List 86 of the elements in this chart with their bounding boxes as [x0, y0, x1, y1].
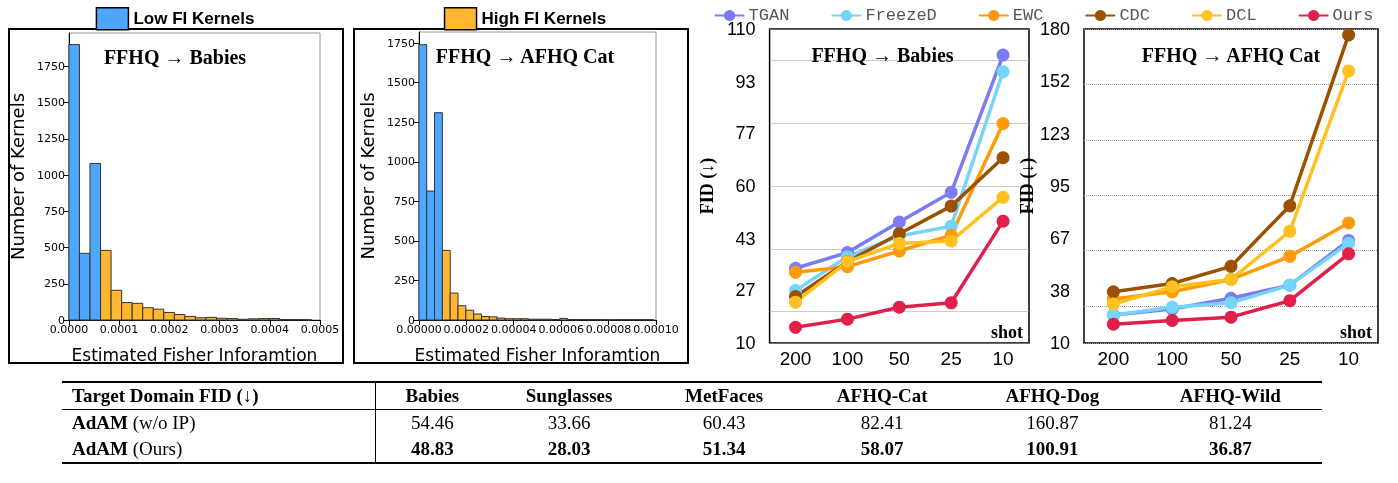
data-label: 54.46	[409, 411, 455, 435]
data-label: 160.87	[1025, 411, 1080, 435]
category-label: AFHQ-Wild	[1178, 384, 1282, 408]
y-tick-label: 750	[43, 204, 65, 218]
data-label: 28.03	[546, 437, 592, 461]
y-tick-label: 1500	[36, 96, 65, 110]
category-label: AFHQ-Cat	[835, 384, 929, 408]
x-tick-label: 100	[831, 348, 864, 369]
y-axis-title: FID (↓)	[1017, 157, 1039, 215]
category-label: AFHQ-Dog	[1004, 384, 1101, 408]
x-tick-label: 0.0000	[49, 323, 89, 336]
category-label: MetFaces	[684, 384, 765, 408]
data-label: 51.34	[701, 437, 747, 461]
y-tick-label: 180	[1039, 19, 1070, 39]
data-label: 82.41	[859, 411, 905, 435]
y-tick-label: 1250	[36, 132, 65, 146]
x-tick-label: 25	[1279, 348, 1301, 369]
text: FFHQ → AFHQ Cat	[435, 45, 615, 67]
x-axis-title: shot	[991, 322, 1024, 342]
y-tick-label: 250	[393, 273, 415, 287]
x-tick-label: 100	[1156, 348, 1189, 369]
data-label: 33.66	[546, 411, 592, 435]
x-tick-label: 0.00010	[633, 323, 679, 336]
y-tick-label: 93	[735, 72, 756, 93]
x-tick-label: 0.00008	[585, 323, 632, 336]
legend-label: CDC	[1119, 6, 1151, 25]
x-axis-title: Estimated Fisher Inforamtion	[414, 344, 661, 365]
x-tick-label: 200	[779, 348, 812, 369]
data-label: 36.87	[1207, 437, 1253, 461]
y-tick-label: 1750	[36, 59, 65, 73]
y-tick-label: 123	[1039, 124, 1070, 145]
y-tick-label: 500	[43, 241, 65, 255]
text: FFHQ → Babies	[811, 44, 954, 66]
text: FFHQ → Babies	[103, 46, 247, 68]
x-tick-label: 0.00000	[396, 323, 442, 336]
data-label: 58.07	[859, 437, 905, 461]
x-tick-label: 200	[1097, 348, 1130, 369]
y-tick-label: 250	[43, 277, 65, 291]
legend-label: DCL	[1226, 6, 1257, 25]
x-tick-label: 0.0003	[200, 323, 239, 336]
y-tick-label: 38	[1049, 281, 1070, 302]
text: AdAM (Ours)	[62, 436, 376, 463]
y-tick-label: 27	[735, 279, 756, 300]
y-axis-title: Number of Kernels	[6, 92, 28, 261]
y-tick-label: 95	[1049, 176, 1070, 196]
x-tick-label: 50	[1220, 348, 1242, 369]
x-tick-label: 0.0005	[300, 323, 340, 336]
x-tick-label: 0.00002	[443, 323, 490, 336]
x-tick-label: 50	[888, 348, 910, 369]
x-axis-title: Estimated Fisher Inforamtion	[71, 344, 318, 365]
y-tick-label: 500	[393, 234, 415, 248]
x-tick-label: 0.00004	[490, 323, 537, 336]
y-tick-label: 60	[735, 176, 756, 196]
x-axis-title: shot	[1340, 322, 1373, 342]
text: Target Domain FID (↓)	[62, 382, 376, 410]
data-label: 100.91	[1025, 437, 1080, 461]
data-label: 48.83	[409, 437, 455, 461]
x-tick-label: 0.0004	[250, 323, 290, 336]
category-label: Babies	[404, 384, 461, 408]
x-tick-label: 10	[1338, 348, 1360, 369]
y-tick-label: 67	[1049, 227, 1070, 248]
y-tick-label: 152	[1039, 70, 1070, 91]
text: FFHQ → AFHQ Cat	[1141, 44, 1321, 66]
legend-label: Ours	[1332, 6, 1374, 25]
category-label: Sunglasses	[524, 384, 614, 408]
y-tick-label: 1750	[386, 36, 415, 50]
text: AdAM (w/o IP)	[62, 409, 376, 436]
legend-label: FreezeD	[865, 6, 937, 25]
y-tick-label: 750	[393, 194, 415, 208]
x-tick-label: 0.0001	[99, 323, 139, 336]
legend-label: High FI Kernels	[481, 9, 607, 29]
legend-label: Low FI Kernels	[133, 9, 255, 29]
y-axis-title: FID (↓)	[697, 157, 718, 215]
y-axis-title: Number of Kernels	[356, 92, 378, 260]
y-tick-label: 1250	[386, 115, 415, 129]
x-tick-label: 10	[992, 348, 1014, 369]
x-tick-label: 0.00006	[538, 323, 584, 336]
x-tick-label: 0.0002	[150, 323, 189, 336]
data-label: 60.43	[701, 411, 747, 435]
data-label: 81.24	[1207, 411, 1253, 435]
y-tick-label: 1500	[386, 76, 415, 90]
y-tick-label: 1000	[36, 168, 65, 182]
y-tick-label: 1000	[386, 155, 415, 169]
y-tick-label: 77	[735, 122, 756, 143]
x-tick-label: 25	[940, 348, 962, 369]
y-tick-label: 43	[735, 229, 756, 250]
